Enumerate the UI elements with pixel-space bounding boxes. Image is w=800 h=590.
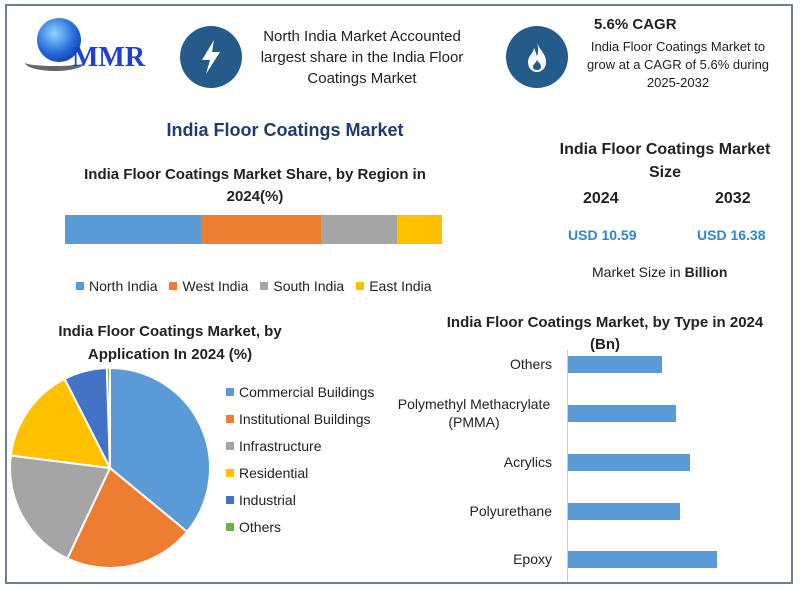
value-2032: USD 16.38 — [697, 227, 766, 243]
legend-infrastructure: Infrastructure — [226, 438, 374, 454]
legend-label: West India — [182, 278, 249, 294]
legend-commercial-buildings: Commercial Buildings — [226, 384, 374, 400]
type-bar-label: Others — [509, 356, 552, 372]
lightning-icon — [180, 26, 242, 88]
type-bar-acrylics — [568, 454, 690, 471]
legend-swatch — [356, 282, 365, 290]
type-bar-label: Polymethyl Methacrylate (PMMA) — [397, 396, 551, 430]
legend-west-india: West India — [169, 278, 248, 294]
application-legend: Commercial Buildings Institutional Buildi… — [226, 384, 374, 535]
legend-residential: Residential — [226, 465, 374, 481]
legend-north-india: North India — [76, 278, 157, 294]
legend-others: Others — [226, 519, 374, 535]
market-size-title: India Floor Coatings Market Size — [559, 141, 771, 181]
flame-icon — [506, 26, 568, 88]
legend-label: Commercial Buildings — [239, 384, 375, 400]
market-size-note: Market Size in Billion — [592, 264, 728, 280]
legend-label: Residential — [239, 465, 309, 481]
cagr-title: 5.6% CAGR — [594, 16, 677, 33]
region-stacked-bar — [65, 215, 442, 244]
legend-swatch — [226, 469, 234, 477]
region-segment-south-india — [321, 215, 397, 244]
type-bar-others — [568, 356, 662, 373]
legend-institutional-buildings: Institutional Buildings — [226, 411, 374, 427]
region-segment-east-india — [396, 215, 442, 244]
region-segment-west-india — [200, 215, 322, 244]
type-axis-line — [567, 350, 568, 582]
value-2024: USD 10.59 — [568, 227, 637, 243]
year-2032: 2032 — [715, 190, 751, 207]
legend-industrial: Industrial — [226, 492, 374, 508]
application-pie-chart — [9, 366, 211, 569]
highlight-north-india: North India Market Accounted largest sha… — [260, 28, 464, 87]
application-chart-title: India Floor Coatings Market, by Applicat… — [58, 323, 282, 363]
legend-label: South India — [273, 278, 345, 294]
type-chart-title: India Floor Coatings Market, by Type in … — [446, 314, 764, 353]
legend-swatch — [226, 388, 234, 396]
type-bar-polymethyl-methacrylate-pmma — [568, 405, 676, 422]
legend-swatch — [226, 415, 234, 423]
legend-label: Industrial — [239, 492, 296, 508]
pie-slice-institutional-buildings — [66, 466, 189, 569]
region-segment-north-india — [65, 215, 201, 244]
legend-label: Others — [239, 519, 282, 535]
legend-swatch — [226, 496, 234, 504]
main-title: India Floor Coatings Market — [166, 120, 404, 140]
region-legend: North India West India South India East Ind… — [76, 278, 431, 294]
legend-label: North India — [89, 278, 158, 294]
type-bar-label: Acrylics — [503, 454, 552, 470]
pie-slice-others — [105, 366, 111, 469]
legend-label: Institutional Buildings — [239, 411, 371, 427]
pie-slice-residential — [9, 377, 112, 470]
legend-south-india: South India — [260, 278, 344, 294]
pie-slice-infrastructure — [9, 454, 112, 560]
region-chart-title: India Floor Coatings Market Share, by Re… — [84, 166, 426, 205]
cagr-text: India Floor Coatings Market to grow at a… — [586, 39, 770, 90]
pie-slice-commercial-buildings — [109, 366, 211, 534]
legend-east-india: East India — [356, 278, 431, 294]
type-bar-label: Epoxy — [513, 551, 552, 567]
frame-border — [5, 4, 793, 584]
legend-label: Infrastructure — [239, 438, 322, 454]
type-bar-epoxy — [568, 551, 717, 568]
legend-label: East India — [369, 278, 432, 294]
legend-swatch — [76, 282, 84, 290]
legend-swatch — [226, 442, 234, 450]
legend-swatch — [226, 523, 234, 531]
legend-swatch — [169, 282, 178, 290]
year-2024: 2024 — [583, 190, 619, 207]
legend-swatch — [260, 282, 269, 290]
mmr-logo: MMR — [10, 8, 170, 78]
type-bar-label: Polyurethane — [469, 503, 552, 519]
type-bar-polyurethane — [568, 503, 680, 520]
